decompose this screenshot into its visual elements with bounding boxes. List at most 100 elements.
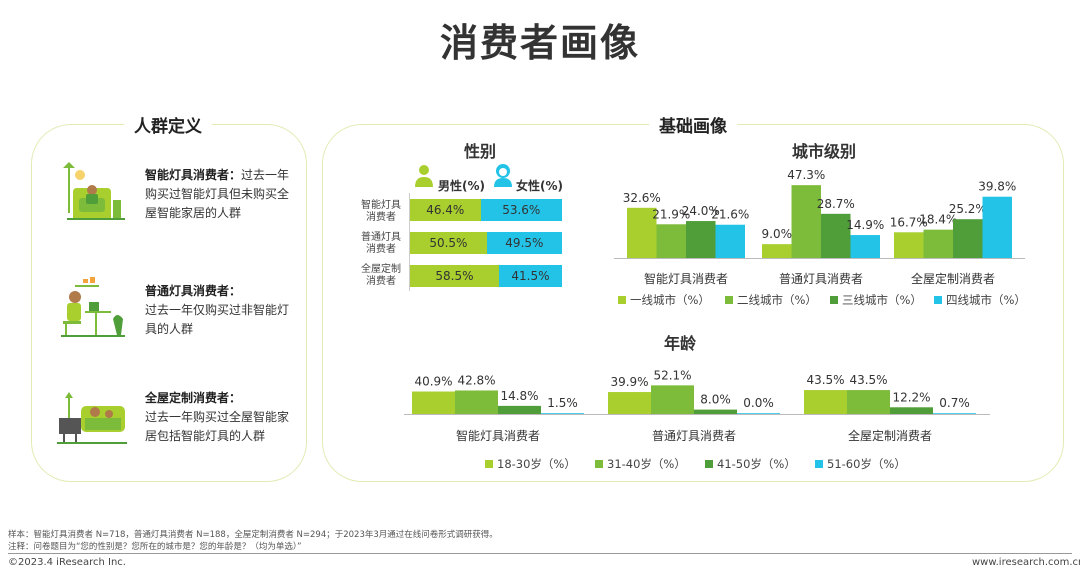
smart-lamp-consumer-illustration [63,162,125,220]
age-bar [737,413,780,414]
footer-sample: 样本：智能灯具消费者 N=718，普通灯具消费者 N=188，全屋定制消费者 N… [8,530,498,540]
age-bar [890,407,933,414]
gender-bar-row: 46.4% 53.6% [410,199,562,221]
city-legend-label: 四线城市（%） [946,293,1026,307]
city-bar [953,219,983,258]
age-value-label: 14.8% [500,389,538,403]
age-category-label: 全屋定制消费者 [848,428,932,443]
age-bar [412,391,455,414]
age-bar [608,392,651,414]
age-bar [541,413,584,414]
city-chart: 32.6% 21.9%24.0%21.6% 智能灯具消费者 9.0% 47.3% 28.7… [614,168,1026,307]
definition-head: 全屋定制消费者： [145,391,242,405]
city-bar [982,196,1012,258]
age-legend-label: 31-40岁（%） [607,457,686,471]
age-legend-label: 18-30岁（%） [497,457,576,471]
age-bar [498,405,541,414]
city-legend-label: 二线城市（%） [737,293,817,307]
city-bar [821,213,851,258]
definition-head: 普通灯具消费者： [145,284,242,298]
city-category-label: 智能灯具消费者 [644,271,728,286]
city-legend-label: 一线城市（%） [630,293,710,307]
city-value-label: 18.4% [919,213,957,227]
city-legend-swatch [830,296,838,304]
city-value-label: 21.6% [711,208,749,222]
city-value-label: 39.8% [978,180,1016,194]
definition-head: 智能灯具消费者： [145,168,242,182]
gender-female-bar: 53.6% [480,199,562,221]
city-bar [686,221,716,258]
city-bar [894,232,924,258]
age-value-label: 52.1% [653,368,691,382]
female-icon [494,164,512,187]
gender-male-bar: 50.5% [410,232,487,254]
age-bar [651,385,694,414]
city-value-label: 28.7% [817,197,855,211]
age-bar [694,409,737,414]
footer-note: 注释：问卷题目为“您的性别是？您所在的城市是？您的年龄是？（均为单选）” [8,542,302,552]
profile-panel-title: 基础画像 [649,112,737,137]
age-bar [933,413,976,414]
age-value-label: 42.8% [457,373,495,387]
city-value-label: 32.6% [623,191,661,205]
age-value-label: 39.9% [610,375,648,389]
gender-female-bar: 49.5% [486,232,562,254]
male-legend-label: 男性(%) [438,179,485,193]
city-value-label: 16.7% [890,215,928,229]
gender-male-bar: 58.5% [410,265,499,287]
gender-female-bar: 41.5% [498,265,562,287]
city-value-label: 24.0% [682,204,720,218]
definition-body: 过去一年购买过智能灯具但未购买全屋智能家居的人群 [145,168,290,220]
definition-whole-house: 全屋定制消费者： 过去一年购买过全屋智能家居包括智能灯具的人群 [145,389,295,446]
city-bar [791,185,821,258]
definition-body: 过去一年仅购买过非智能灯具的人群 [145,303,290,336]
gender-row-label: 普通灯具消费者 [361,232,401,255]
city-legend-swatch [725,296,733,304]
footer-copyright: ©2023.4 iResearch Inc. [8,557,126,568]
city-bar [850,235,880,258]
regular-lamp-consumer-illustration [61,277,125,337]
age-category-label: 智能灯具消费者 [456,428,540,443]
age-legend-swatch [595,460,603,468]
gender-bar-row: 58.5% 41.5% [410,265,562,287]
gender-bar-row: 50.5% 49.5% [410,232,562,254]
gender-male-bar: 46.4% [410,199,481,221]
gender-axis-line [409,193,410,291]
age-bar [455,390,498,414]
city-legend-swatch [934,296,942,304]
age-legend-swatch [485,460,493,468]
age-value-label: 43.5% [849,373,887,387]
city-bar [923,229,953,258]
city-bar [762,244,792,258]
definition-smart-lamp: 智能灯具消费者：过去一年购买过智能灯具但未购买全屋智能家居的人群 [145,166,295,223]
age-legend-label: 51-60岁（%） [827,457,906,471]
city-chart-title: 城市级别 [791,142,857,161]
city-category-label: 普通灯具消费者 [779,272,863,286]
city-value-label: 9.0% [762,227,793,241]
definition-regular-lamp: 普通灯具消费者： 过去一年仅购买过非智能灯具的人群 [145,282,295,339]
city-value-label: 47.3% [787,168,825,182]
male-icon [415,165,433,187]
gender-chart-title: 性别 [463,142,497,161]
gender-row-label: 全屋定制消费者 [361,264,401,287]
age-value-label: 12.2% [892,390,930,404]
city-legend-label: 三线城市（%） [842,293,922,307]
female-legend-label: 女性(%) [516,179,563,193]
definition-body: 过去一年购买过全屋智能家居包括智能灯具的人群 [145,410,290,443]
definition-panel-title: 人群定义 [124,112,212,137]
city-bar [627,207,657,258]
footer-website: www.iresearch.com.cn [972,557,1080,568]
gender-row-label: 智能灯具消费者 [361,200,401,223]
age-value-label: 43.5% [806,373,844,387]
footer-divider [8,553,1072,554]
age-value-label: 0.0% [743,396,774,410]
age-value-label: 8.0% [700,393,731,407]
city-legend-swatch [618,296,626,304]
age-category-label: 普通灯具消费者 [652,429,736,443]
city-value-label: 25.2% [949,202,987,216]
city-value-label: 21.9% [652,207,690,221]
age-legend-label: 41-50岁（%） [717,457,796,471]
age-bar [804,390,847,414]
age-legend-swatch [705,460,713,468]
age-legend-swatch [815,460,823,468]
